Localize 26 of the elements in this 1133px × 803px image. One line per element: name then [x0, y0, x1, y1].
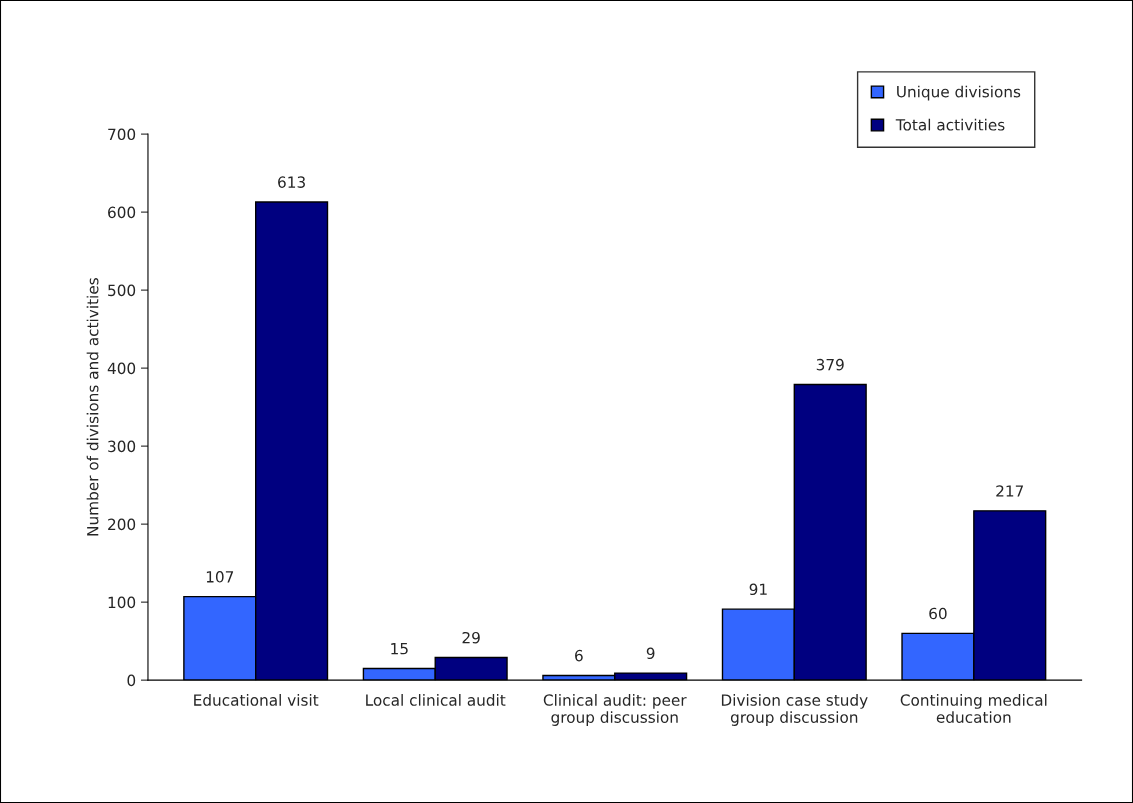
data-label: 613	[278, 176, 305, 188]
y-tick-label: 100	[108, 596, 136, 609]
x-tick-label: Division case study group discussion	[721, 694, 868, 726]
x-tick-label: Local clinical audit	[366, 694, 506, 706]
data-label: 9	[646, 647, 655, 660]
x-tick-label: Educational visit	[194, 694, 319, 706]
y-tick-label: 200	[108, 518, 136, 531]
data-label: 91	[749, 583, 767, 596]
y-tick-label: 700	[108, 128, 136, 141]
legend-label: Unique divisions	[897, 85, 1021, 101]
x-tick-label: Clinical audit: peer group discussion	[543, 694, 687, 726]
y-tick-label: 300	[108, 440, 136, 453]
y-tick-label: 0	[127, 674, 136, 687]
data-label: 217	[996, 485, 1024, 497]
y-tick-label: 600	[108, 206, 136, 219]
legend-label: Total activities	[895, 118, 1005, 131]
data-label: 15	[391, 643, 408, 655]
y-tick-label: 500	[108, 284, 136, 297]
x-tick-label: Continuing medical education	[900, 694, 1047, 723]
data-label: 60	[929, 607, 947, 620]
data-label: 6	[575, 649, 583, 662]
data-label: 107	[206, 571, 234, 583]
data-label: 379	[816, 358, 844, 371]
data-label: 29	[462, 631, 480, 644]
y-axis-title: Number of divisions and activities	[86, 278, 99, 536]
y-tick-label: 400	[107, 362, 136, 375]
